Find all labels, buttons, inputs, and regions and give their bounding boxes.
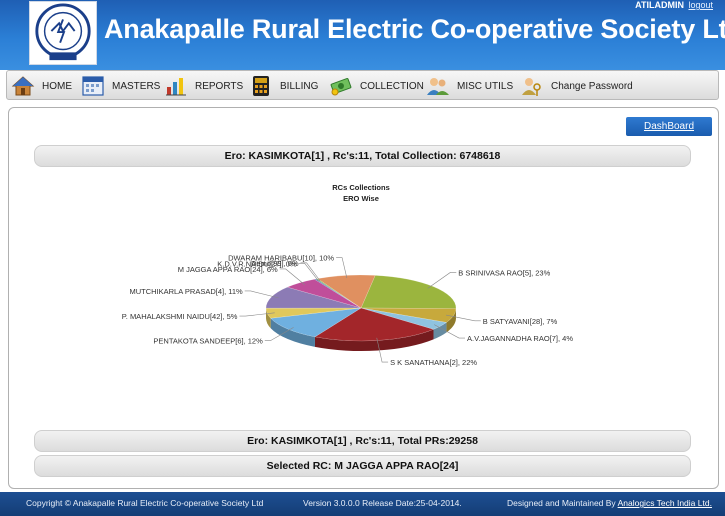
calculator-icon xyxy=(249,75,273,97)
pie-slice[interactable] xyxy=(286,278,362,309)
society-logo xyxy=(29,1,97,65)
pie-leader-line xyxy=(427,272,457,289)
pie-slice-side xyxy=(266,308,271,329)
pie-slice-label: K.D.V.R.NAIDU[27], 0% xyxy=(217,259,297,268)
menu-change-password[interactable]: Change Password xyxy=(520,73,633,99)
pie-slice-side xyxy=(446,308,456,333)
footer-maintained: Designed and Maintained By Analogics Tec… xyxy=(507,498,712,508)
menu-label: REPORTS xyxy=(195,80,244,92)
pie-slice-label: Demo[99], 0% xyxy=(251,259,299,268)
reports-icon xyxy=(164,75,188,97)
pie-slice-side xyxy=(433,322,447,340)
footer-version: Version 3.0.0.0 Release Date:25-04-2014. xyxy=(303,498,462,508)
collection-summary-bar: Ero: KASIMKOTA[1] , Rc's:11, Total Colle… xyxy=(34,145,691,167)
money-icon xyxy=(329,75,353,97)
menu-misc-utils[interactable]: MISC UTILS xyxy=(426,73,513,99)
pie-leader-line xyxy=(300,262,321,282)
footer-maintained-prefix: Designed and Maintained By xyxy=(507,498,616,508)
pie-slice-label: A.V.JAGANNADHA RAO[7], 4% xyxy=(467,334,573,343)
pie-leader-line xyxy=(239,312,275,317)
menu-label: COLLECTION xyxy=(360,80,424,92)
pie-slice-label: S K SANATHANA[2], 22% xyxy=(390,358,477,367)
logout-link[interactable]: logout xyxy=(688,0,713,10)
chart-title: RCs Collections xyxy=(332,183,390,192)
pie-labels: B SRINIVASA RAO[5], 23% B SATYAVANI[28], … xyxy=(122,254,574,367)
pie-slice-label: M JAGGA APPA RAO[24], 6% xyxy=(178,265,278,274)
pie-slice[interactable] xyxy=(313,278,362,309)
pie-leader-line xyxy=(376,337,389,363)
menu-label: HOME xyxy=(42,80,72,92)
pie-slice-side xyxy=(314,329,434,351)
site-title: Anakapalle Rural Electric Co-operative S… xyxy=(104,14,725,44)
pie-slice[interactable] xyxy=(360,307,457,323)
menu-label: MISC UTILS xyxy=(457,80,514,92)
pie-leader-line xyxy=(264,327,294,341)
pie-slice[interactable] xyxy=(270,307,362,338)
analogics-link[interactable]: Analogics Tech India Ltd. xyxy=(617,498,712,508)
pie-slice-side xyxy=(270,318,315,347)
pie-slice-label: MUTCHIKARLA PRASAD[4], 11% xyxy=(129,287,243,296)
menu-reports[interactable]: REPORTS xyxy=(164,73,243,99)
pie-leader-line xyxy=(445,314,481,322)
pie-slice-label: B SATYAVANI[28], 7% xyxy=(483,317,558,326)
pie-slice-label: B SRINIVASA RAO[5], 23% xyxy=(458,268,550,277)
user-key-icon xyxy=(520,75,544,97)
footer: Copyright © Anakapalle Rural Electric Co… xyxy=(0,492,725,516)
footer-copyright: Copyright © Anakapalle Rural Electric Co… xyxy=(26,498,264,508)
user-box: ATILADMIN logout xyxy=(635,0,713,10)
pie-slice[interactable] xyxy=(360,307,448,330)
pie-leader-line xyxy=(298,263,320,282)
menu-masters[interactable]: MASTERS xyxy=(81,73,160,99)
username: ATILADMIN xyxy=(635,0,684,10)
main-menu: HOME MASTERS REPORTS BILLING COLLECTION … xyxy=(6,70,719,100)
pie-slice-label: PENTAKOTA SANDEEP[6], 12% xyxy=(153,336,263,345)
pie-leader-lines xyxy=(239,257,481,363)
pie-chart: RCs Collections ERO Wise B SRINIVASA RAO… xyxy=(119,178,619,378)
pie-slice[interactable] xyxy=(316,274,376,309)
menu-label: MASTERS xyxy=(112,80,161,92)
dashboard-button[interactable]: DashBoard xyxy=(626,117,712,136)
chart-subtitle: ERO Wise xyxy=(343,194,379,203)
menu-label: Change Password xyxy=(551,80,633,92)
pie-slice[interactable] xyxy=(265,307,362,319)
users-icon xyxy=(426,75,450,97)
pie-slice-label: P. MAHALAKSHMI NAIDU[42], 5% xyxy=(122,312,238,321)
pie-leader-line xyxy=(434,324,466,339)
pie-chart-canvas: RCs Collections ERO Wise B SRINIVASA RAO… xyxy=(122,183,574,367)
pie-leader-line xyxy=(279,268,305,285)
pie-slices xyxy=(265,274,457,351)
pie-leader-line xyxy=(244,290,279,299)
pie-slice[interactable] xyxy=(265,286,362,309)
menu-label: BILLING xyxy=(280,80,319,92)
menu-home[interactable]: HOME xyxy=(11,73,72,99)
pie-slice[interactable] xyxy=(360,275,457,309)
pie-slice-label: DWARAM HARIBABU[10], 10% xyxy=(228,254,334,263)
content-panel: DashBoard Ero: KASIMKOTA[1] , Rc's:11, T… xyxy=(8,107,719,489)
menu-billing[interactable]: BILLING xyxy=(249,73,318,99)
selected-rc-bar: Selected RC: M JAGGA APPA RAO[24] xyxy=(34,455,691,477)
pie-slice[interactable] xyxy=(314,307,435,342)
calendar-icon xyxy=(81,75,105,97)
prs-summary-bar: Ero: KASIMKOTA[1] , Rc's:11, Total PRs:2… xyxy=(34,430,691,452)
home-icon xyxy=(11,75,35,97)
menu-collection[interactable]: COLLECTION xyxy=(329,73,424,99)
header-banner: Anakapalle Rural Electric Co-operative S… xyxy=(0,0,725,70)
pie-leader-line xyxy=(336,257,348,279)
